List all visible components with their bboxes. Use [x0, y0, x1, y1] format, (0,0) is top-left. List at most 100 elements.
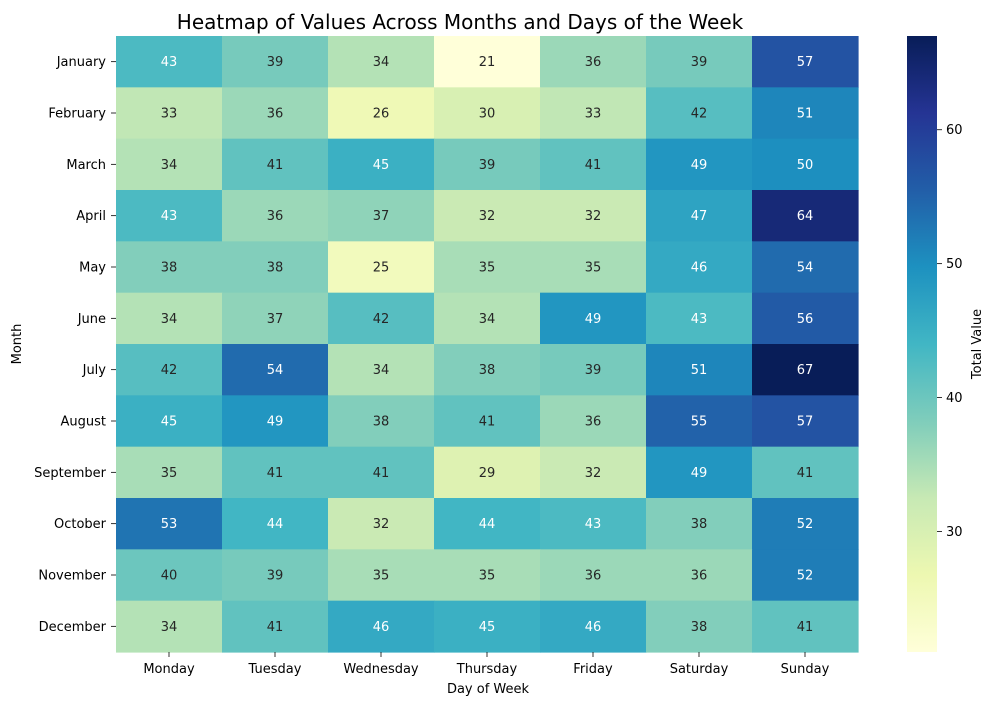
cell-value-label: 35	[479, 569, 496, 584]
heatmap-cell	[328, 600, 435, 653]
cell-value-label: 36	[267, 107, 284, 122]
cell-value-label: 34	[373, 55, 390, 70]
heatmap-cell	[328, 36, 435, 88]
heatmap-cell	[434, 498, 541, 550]
heatmap-cell	[434, 344, 541, 396]
cell-value-label: 64	[797, 209, 814, 224]
cell-value-label: 36	[585, 569, 602, 584]
cell-value-label: 42	[691, 107, 708, 122]
y-tick-label: April	[76, 209, 106, 224]
heatmap-cell	[434, 190, 541, 242]
heatmap-cell	[646, 498, 753, 550]
cell-value-label: 50	[797, 158, 814, 173]
heatmap-cell	[434, 87, 541, 140]
cell-value-label: 36	[585, 55, 602, 70]
cell-value-label: 49	[691, 466, 708, 481]
heatmap-cell	[328, 241, 435, 294]
colorbar: 30 40 50 60	[907, 36, 963, 652]
cell-value-label: 41	[479, 415, 496, 430]
heatmap-cells: 43 39 34 21 36 39 57 33 36 26 30 33 42 51 34 41 45 39 41 49…	[116, 36, 859, 653]
chart-title: Heatmap of Values Across Months and Days…	[177, 10, 744, 34]
heatmap-cell	[752, 549, 859, 602]
cell-value-label: 32	[479, 209, 496, 224]
heatmap-cell	[646, 36, 753, 88]
heatmap-cell	[116, 395, 223, 448]
colorbar-tick-label: 40	[946, 391, 963, 406]
x-tick-label: Wednesday	[343, 662, 419, 677]
heatmap-cell	[222, 87, 329, 140]
heatmap-cell	[222, 549, 329, 602]
cell-value-label: 35	[373, 569, 390, 584]
heatmap-cell	[328, 549, 435, 602]
cell-value-label: 49	[585, 312, 602, 327]
cell-value-label: 51	[797, 107, 814, 122]
heatmap-cell	[752, 600, 859, 653]
heatmap-cell	[752, 190, 859, 242]
cell-value-label: 67	[797, 363, 814, 378]
cell-value-label: 43	[585, 517, 602, 532]
cell-value-label: 45	[373, 158, 390, 173]
y-tick-label: November	[38, 569, 106, 584]
heatmap-cell	[752, 446, 859, 499]
heatmap-cell	[434, 549, 541, 602]
heatmap-cell	[752, 498, 859, 550]
cell-value-label: 49	[691, 158, 708, 173]
heatmap-cell	[752, 344, 859, 396]
heatmap-cell	[222, 600, 329, 653]
heatmap-cell	[328, 87, 435, 140]
heatmap-cell	[752, 395, 859, 448]
y-tick-label: September	[34, 466, 107, 481]
cell-value-label: 46	[373, 620, 390, 635]
cell-value-label: 33	[161, 107, 178, 122]
cell-value-label: 43	[691, 312, 708, 327]
heatmap-cell	[646, 138, 753, 191]
heatmap-cell	[752, 36, 859, 88]
heatmap-cell	[116, 549, 223, 602]
heatmap-cell	[540, 498, 647, 550]
heatmap-cell	[222, 446, 329, 499]
colorbar-tick-label: 30	[946, 525, 963, 540]
cell-value-label: 56	[797, 312, 814, 327]
x-axis-ticks: Monday Tuesday Wednesday Thursday Friday Satu…	[143, 652, 830, 677]
heatmap-cell	[222, 344, 329, 396]
cell-value-label: 37	[373, 209, 390, 224]
heatmap-cell	[646, 395, 753, 448]
heatmap-cell	[540, 344, 647, 396]
cell-value-label: 57	[797, 415, 814, 430]
cell-value-label: 51	[691, 363, 708, 378]
heatmap-cell	[328, 498, 435, 550]
heatmap-cell	[540, 138, 647, 191]
y-tick-label: January	[56, 55, 107, 70]
cell-value-label: 41	[585, 158, 602, 173]
x-tick-label: Thursday	[456, 662, 518, 677]
cell-value-label: 38	[691, 517, 708, 532]
cell-value-label: 54	[797, 261, 814, 276]
heatmap-cell	[540, 292, 647, 345]
cell-value-label: 45	[161, 415, 178, 430]
x-tick-label: Sunday	[781, 662, 830, 677]
heatmap-cell	[116, 190, 223, 242]
cell-value-label: 26	[373, 107, 390, 122]
y-tick-label: May	[79, 261, 106, 276]
cell-value-label: 36	[691, 569, 708, 584]
x-tick-label: Friday	[573, 662, 613, 677]
cell-value-label: 57	[797, 55, 814, 70]
y-tick-label: August	[61, 415, 107, 430]
y-tick-label: December	[39, 620, 107, 635]
cell-value-label: 36	[267, 209, 284, 224]
cell-value-label: 44	[479, 517, 496, 532]
cell-value-label: 30	[479, 107, 496, 122]
cell-value-label: 52	[797, 569, 814, 584]
heatmap-cell	[434, 446, 541, 499]
cell-value-label: 42	[161, 363, 178, 378]
heatmap-cell	[646, 241, 753, 294]
cell-value-label: 46	[691, 261, 708, 276]
cell-value-label: 21	[479, 55, 496, 70]
heatmap-cell	[116, 292, 223, 345]
cell-value-label: 43	[161, 209, 178, 224]
heatmap-cell	[646, 549, 753, 602]
heatmap-cell	[328, 292, 435, 345]
cell-value-label: 52	[797, 517, 814, 532]
heatmap-cell	[752, 138, 859, 191]
